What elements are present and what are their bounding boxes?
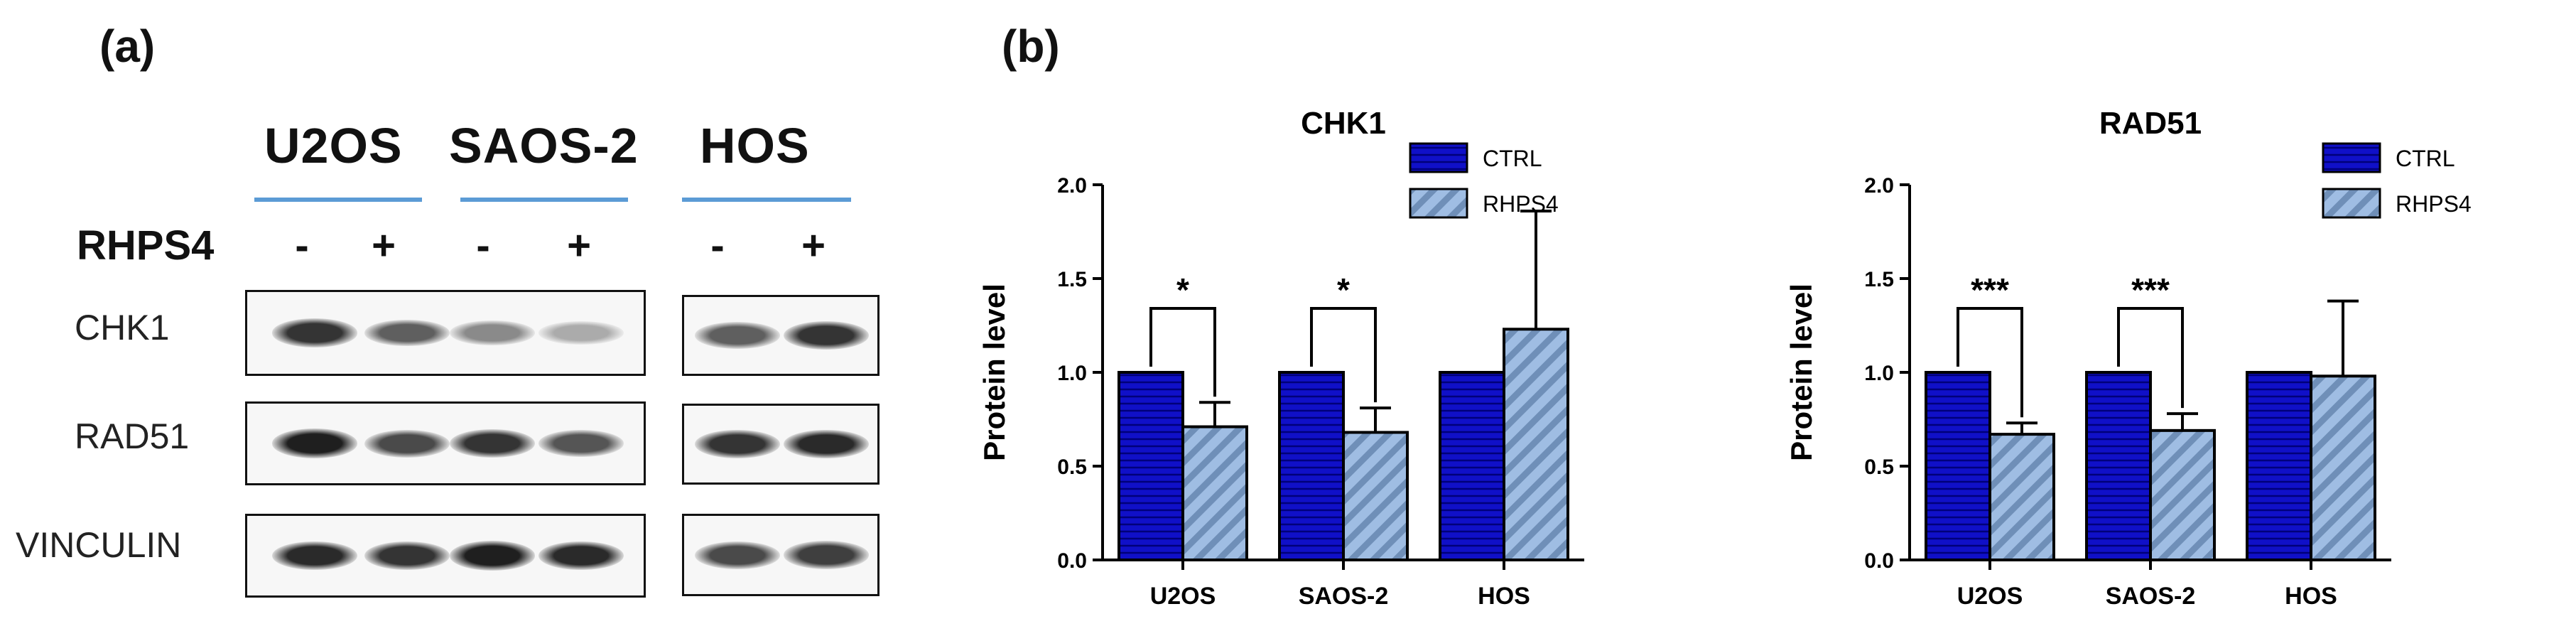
significance-marker: ***: [2131, 271, 2170, 308]
band-chk1-lane-3: [450, 320, 535, 346]
band-rad51-lane-1: [272, 428, 357, 458]
significance-bracket: [1149, 307, 1216, 397]
bar-ctrl-hos: [1439, 371, 1505, 561]
y-tick-label: 1.5: [1864, 268, 1894, 291]
chart-title: CHK1: [1301, 106, 1386, 141]
y-tick-label: 1.0: [1057, 362, 1087, 385]
significance-bracket: [2117, 307, 2184, 409]
blot-rad51-left: [245, 401, 646, 485]
band-vinculin-lane-6: [784, 541, 869, 569]
sign-saos2-minus: -: [476, 222, 490, 269]
sign-u2os-minus: -: [295, 222, 309, 269]
band-rad51-lane-5: [695, 429, 780, 459]
y-tick-label: 0.5: [1864, 455, 1894, 479]
significance-marker: ***: [1971, 271, 2009, 308]
protein-label-rad51: RAD51: [75, 416, 190, 456]
protein-label-chk1: CHK1: [75, 308, 170, 347]
blot-chk1-right: [682, 295, 880, 376]
cell-line-divider-saos2: [460, 198, 628, 202]
band-vinculin-lane-5: [695, 541, 780, 569]
sign-saos2-plus: +: [567, 222, 591, 269]
band-vinculin-lane-3: [450, 541, 535, 571]
legend-swatch-rhps4: [2322, 188, 2381, 219]
bar-rhps4-hos: [1503, 328, 1569, 561]
band-chk1-lane-4: [539, 320, 624, 345]
cell-line-u2os: U2OS: [264, 118, 403, 173]
band-chk1-lane-2: [364, 319, 450, 347]
chart-title: RAD51: [2099, 106, 2202, 141]
bar-ctrl-hos: [2246, 371, 2312, 561]
bar-ctrl-saos-2: [2085, 371, 2152, 561]
y-axis-label: Protein level: [978, 284, 1011, 461]
sign-hos-minus: -: [710, 222, 725, 269]
bar-rhps4-saos-2: [1342, 431, 1409, 562]
blot-vinculin-right: [682, 514, 880, 596]
band-vinculin-lane-2: [364, 541, 450, 571]
bar-ctrl-u2os: [1117, 371, 1184, 561]
x-tick-label: SAOS-2: [1299, 583, 1389, 610]
x-tick-label: HOS: [1478, 583, 1530, 610]
legend-swatch-ctrl: [2322, 142, 2381, 173]
y-tick-label: 2.0: [1864, 174, 1894, 198]
y-tick-label: 0.0: [1864, 549, 1894, 573]
significance-marker: *: [1176, 271, 1189, 308]
cell-line-saos2: SAOS-2: [449, 118, 639, 173]
x-tick-label: SAOS-2: [2106, 583, 2196, 610]
band-vinculin-lane-1: [272, 541, 357, 571]
legend-label-rhps4: RHPS4: [2396, 191, 2472, 217]
cell-line-hos: HOS: [700, 118, 810, 173]
y-tick-label: 1.5: [1057, 268, 1087, 291]
panel-b-label: (b): [1002, 21, 1060, 72]
protein-label-vinculin: VINCULIN: [16, 525, 182, 565]
y-tick-label: 1.0: [1864, 362, 1894, 385]
significance-bracket: [1310, 307, 1377, 403]
band-chk1-lane-1: [272, 318, 357, 347]
cell-line-divider-u2os: [254, 198, 422, 202]
sign-hos-plus: +: [801, 222, 826, 269]
y-axis-label: Protein level: [1785, 284, 1818, 461]
treatment-label: RHPS4: [77, 222, 215, 269]
band-chk1-lane-6: [784, 320, 869, 350]
band-rad51-lane-2: [364, 429, 450, 458]
cell-line-divider-hos: [682, 198, 851, 202]
significance-marker: *: [1337, 271, 1350, 308]
legend-swatch-ctrl: [1409, 142, 1468, 173]
bar-rhps4-u2os: [1181, 425, 1248, 561]
bar-rhps4-saos-2: [2149, 428, 2216, 561]
y-tick-label: 0.0: [1057, 549, 1087, 573]
bar-ctrl-saos-2: [1278, 371, 1345, 561]
panel-a-label: (a): [99, 21, 156, 72]
legend-label-ctrl: CTRL: [1483, 146, 1542, 171]
band-rad51-lane-3: [450, 428, 535, 458]
bar-rhps4-hos: [2310, 374, 2376, 561]
chart-chk1: CHK1 0.0 0.5 1.0 1.5 2.0 Protein level U2OS * SAO…: [978, 106, 1584, 610]
x-tick-label: HOS: [2285, 583, 2337, 610]
blot-vinculin-left: [245, 514, 646, 598]
band-vinculin-lane-4: [539, 541, 624, 571]
sign-u2os-plus: +: [372, 222, 396, 269]
bar-rhps4-u2os: [1988, 433, 2055, 561]
band-rad51-lane-6: [784, 429, 869, 459]
legend-label-ctrl: CTRL: [2396, 146, 2455, 171]
blot-rad51-right: [682, 404, 880, 485]
blot-chk1-left: [245, 290, 646, 376]
significance-bracket: [1957, 307, 2023, 418]
legend-swatch-rhps4: [1409, 188, 1468, 219]
y-tick-label: 2.0: [1057, 174, 1087, 198]
bar-ctrl-u2os: [1925, 371, 1991, 561]
band-rad51-lane-4: [539, 429, 624, 458]
x-tick-label: U2OS: [1957, 583, 2023, 610]
x-tick-label: U2OS: [1150, 583, 1216, 610]
band-chk1-lane-5: [695, 322, 780, 349]
legend-label-rhps4: RHPS4: [1483, 191, 1559, 217]
y-tick-label: 0.5: [1057, 455, 1087, 479]
chart-rad51: RAD51 0.0 0.5 1.0 1.5 2.0 Protein level U2OS ***…: [1785, 106, 2472, 610]
